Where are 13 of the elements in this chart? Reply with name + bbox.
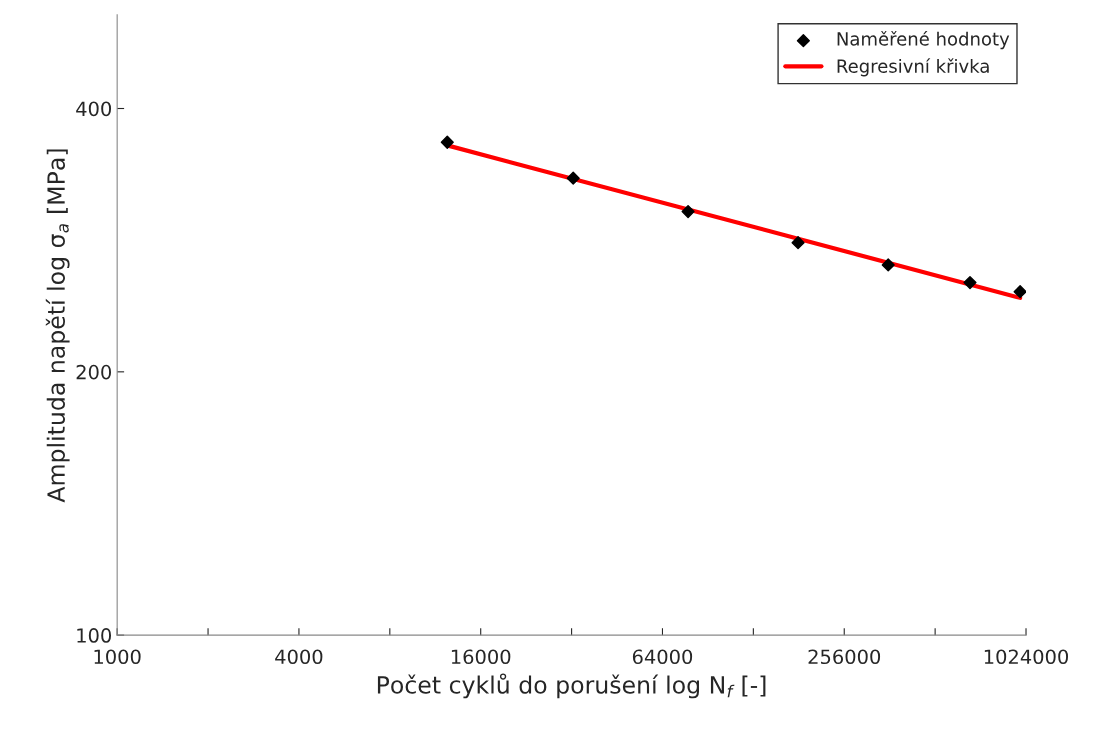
x-tick-label: 1024000 [984,649,1069,665]
legend-label: Regresivní křivka [837,58,989,77]
y-axis-title: Amplituda napětí log σ$_{a}$ [MPa] [45,149,70,503]
x-tick-label: 4000 [275,649,323,665]
x-tick-label: 16000 [451,649,511,665]
y-tick-label: 400 [76,101,112,117]
y-tick-label: 200 [76,364,112,380]
legend-label: Naměřené hodnoty [837,30,1010,50]
x-axis-title: Počet cyklů do porušení log N$_{f}$ [-] [377,673,766,699]
y-tick-label: 100 [77,628,112,643]
x-tick-label: 64000 [632,649,693,665]
x-tick-label: 256000 [808,649,881,665]
x-tick-label: 1000 [94,649,141,665]
